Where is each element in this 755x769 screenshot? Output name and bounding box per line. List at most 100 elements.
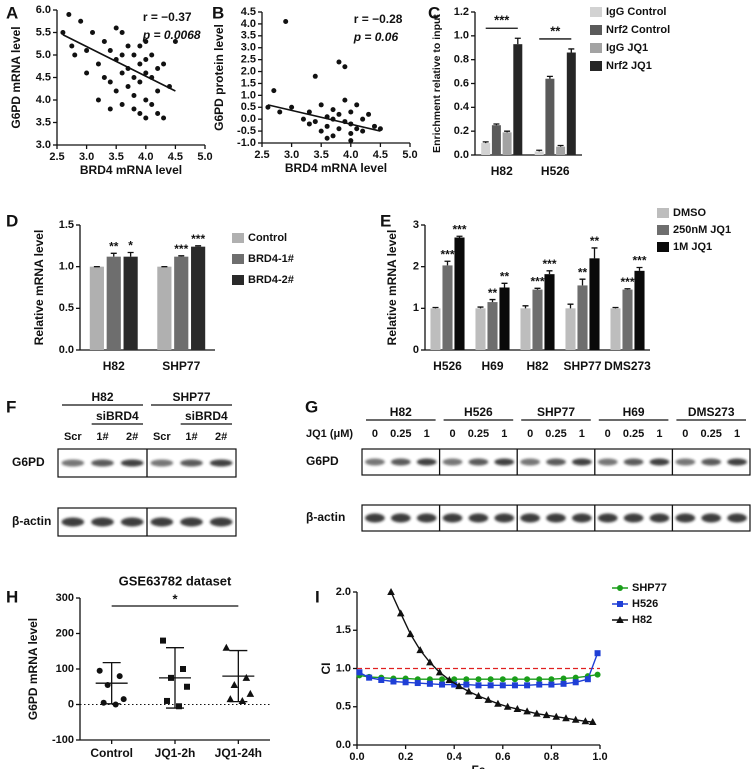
- panel-letter: G: [305, 397, 318, 416]
- legend-swatch: [590, 43, 602, 53]
- band: [468, 458, 489, 466]
- point: [536, 681, 543, 688]
- error-bar: [444, 260, 451, 266]
- y-tick-label: 1.5: [59, 219, 74, 231]
- band: [494, 458, 515, 466]
- band: [365, 513, 385, 523]
- bar: [622, 289, 633, 350]
- band: [150, 459, 174, 467]
- band: [442, 513, 463, 523]
- row-label: G6PD: [12, 455, 45, 469]
- lane-label: 1#: [185, 431, 197, 443]
- point: [107, 79, 113, 85]
- error-bar: [536, 149, 543, 152]
- blot-frame: [57, 448, 237, 478]
- y-tick-label: 2.0: [241, 65, 256, 77]
- point: [238, 696, 247, 704]
- error-bar: [482, 141, 489, 144]
- point: [524, 676, 531, 683]
- band: [416, 458, 437, 466]
- y-tick-label: 300: [56, 592, 74, 604]
- bar: [106, 256, 121, 350]
- point: [366, 111, 372, 117]
- y-tick-label: 2: [413, 261, 419, 273]
- point: [289, 104, 295, 110]
- point: [131, 75, 137, 80]
- band: [649, 513, 670, 523]
- x-tick-label: 0.2: [398, 751, 413, 763]
- point: [336, 126, 342, 132]
- y-tick-label: -1.0: [237, 137, 256, 149]
- point: [143, 39, 149, 44]
- point: [487, 682, 494, 689]
- band: [390, 458, 411, 466]
- sd-bar: [229, 649, 248, 703]
- point: [336, 111, 342, 117]
- group-label: H82: [390, 405, 412, 419]
- legend-swatch: [232, 275, 244, 285]
- sd-bar: [102, 661, 121, 705]
- point: [318, 128, 324, 134]
- point: [542, 711, 551, 719]
- panel-letter: I: [315, 587, 320, 606]
- y-tick-label: 4.5: [36, 71, 51, 83]
- bar: [545, 78, 555, 155]
- point: [90, 30, 96, 35]
- group-label: H82: [91, 390, 113, 404]
- annotation: r = −0.37: [143, 10, 192, 24]
- lane-label: 1#: [96, 431, 108, 443]
- significance: ***: [191, 232, 205, 246]
- point: [324, 135, 330, 141]
- point: [283, 19, 289, 25]
- y-tick-label: 0.2: [454, 125, 469, 137]
- significance: **: [500, 270, 510, 284]
- point: [390, 678, 397, 685]
- point: [160, 637, 166, 644]
- point: [306, 121, 312, 127]
- panel-letter: B: [212, 3, 224, 22]
- point: [560, 680, 567, 687]
- legend-label: IgG Control: [606, 6, 667, 18]
- y-axis-label: G6PD mRNA level: [9, 26, 23, 128]
- point: [475, 682, 482, 689]
- point: [222, 643, 231, 651]
- point: [180, 666, 186, 672]
- lane-label: Scr: [64, 431, 82, 443]
- point: [378, 676, 385, 683]
- point: [572, 674, 579, 681]
- error-bar: [110, 252, 117, 257]
- point: [552, 712, 561, 720]
- x-tick-label: H82: [526, 359, 548, 373]
- y-tick-label: 0.0: [336, 739, 351, 751]
- x-tick-label: 1.0: [592, 751, 607, 763]
- point: [588, 718, 597, 726]
- band: [572, 458, 592, 466]
- y-tick-label: 3.0: [36, 139, 51, 151]
- legend-label: Control: [248, 232, 287, 244]
- error-bar: [591, 247, 598, 259]
- error-bar: [557, 144, 564, 147]
- lane-label: 0.25: [545, 428, 566, 440]
- point: [511, 682, 518, 689]
- lane-label: 1: [579, 428, 585, 440]
- legend-marker: [617, 585, 623, 591]
- significance: ***: [440, 247, 454, 261]
- bar: [89, 266, 104, 350]
- band: [416, 513, 437, 523]
- y-tick-label: 3.0: [241, 42, 256, 54]
- band: [675, 513, 696, 523]
- lane-label: 0.25: [390, 428, 411, 440]
- legend-swatch: [590, 61, 602, 71]
- group-sublabel: siBRD4: [185, 409, 228, 423]
- point: [406, 630, 415, 638]
- y-tick-label: 1.0: [59, 261, 74, 273]
- point: [230, 680, 239, 688]
- significance: *: [172, 591, 178, 606]
- point: [474, 692, 483, 700]
- annotation: p = 0.06: [353, 30, 399, 44]
- point: [455, 682, 463, 690]
- bar: [502, 132, 512, 155]
- y-tick-label: 0: [68, 698, 74, 710]
- band: [701, 458, 722, 466]
- band: [468, 513, 489, 523]
